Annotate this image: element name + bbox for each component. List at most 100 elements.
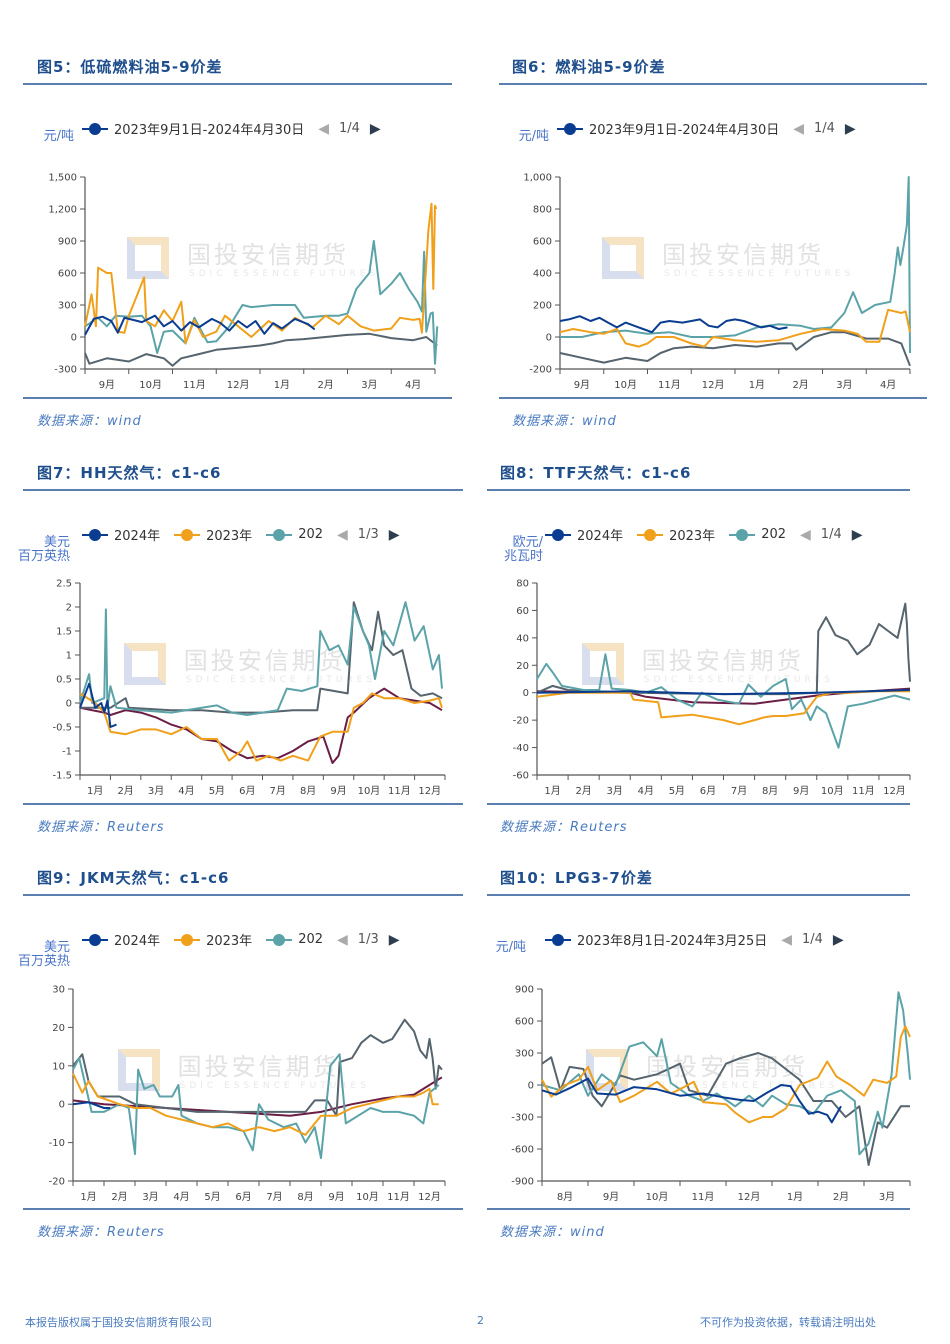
legend-next-icon[interactable]: ▶ [832, 931, 844, 948]
chart-legend: 2024年 2023年 202 ◀ 1/3 ▶ [82, 525, 400, 544]
legend-page: 1/4 [814, 121, 835, 136]
legend-label: 2023年 [206, 934, 253, 949]
legend-label: 2023年9月1日-2024年4月30日 [589, 123, 780, 138]
legend-item[interactable]: 2024年 [82, 930, 160, 949]
figure-title: 图9：JKM天然气：c1-c6 [37, 869, 230, 887]
y-tick-label: -0.5 [52, 723, 72, 734]
y-axis-unit: 元/吨 [495, 940, 526, 955]
legend-item[interactable]: 2023年9月1日-2024年4月30日 [82, 119, 304, 138]
y-tick-label: 60 [516, 606, 529, 617]
legend-prev-icon[interactable]: ◀ [793, 120, 804, 137]
figure-title: 图10：LPG3-7价差 [500, 869, 653, 887]
data-source: 数据来源：Reuters [37, 1225, 165, 1240]
legend-item[interactable]: 2024年 [545, 525, 623, 544]
unit-line: 美元 [44, 940, 71, 955]
x-tick-label: 12月 [227, 379, 250, 391]
y-tick-label: 1,200 [48, 205, 77, 216]
legend-next-icon[interactable]: ▶ [851, 526, 863, 543]
legend-item[interactable]: 2023年 [637, 525, 715, 544]
y-tick-label: 2.5 [56, 579, 72, 590]
figure-title: 图8：TTF天然气：c1-c6 [500, 464, 692, 482]
x-tick-label: 11月 [387, 1191, 410, 1203]
x-tick-label: 12月 [738, 1191, 761, 1203]
y-tick-label: -20 [49, 1177, 65, 1188]
title-divider [487, 489, 910, 491]
x-tick-label: 3月 [879, 1191, 895, 1203]
x-tick-label: 1月 [787, 1191, 803, 1203]
legend-label: 2024年 [577, 529, 624, 544]
legend-item[interactable]: 2023年9月1日-2024年4月30日 [557, 119, 779, 138]
watermark-logo-icon: SDIC ESSENCE FUTURES [189, 269, 380, 279]
series-line [80, 601, 443, 714]
x-tick-label: 7月 [270, 785, 286, 797]
legend-prev-icon[interactable]: ◀ [781, 931, 792, 948]
line-chart: -1.5 -1 -0.5 0 0.5 1 1.5 2 2.5 1月 2月 3月 4月 5月 6月 7月 8月 9月… [52, 579, 446, 797]
watermark-logo-icon [123, 643, 166, 685]
watermark-logo-icon [581, 643, 624, 685]
figure-title: 图6：燃料油5-9价差 [512, 58, 666, 76]
x-tick-label: 6月 [700, 785, 716, 797]
legend-prev-icon[interactable]: ◀ [337, 526, 348, 543]
series-line [72, 1053, 440, 1159]
footer-copyright: 本报告版权属于国投安信期货有限公司 [25, 1316, 212, 1329]
legend-item[interactable]: 202 [266, 932, 323, 947]
y-axis-unit: 美元 百万英热 [18, 536, 70, 564]
y-tick-label: 0 [523, 688, 529, 699]
x-tick-label: 8月 [762, 785, 778, 797]
x-tick-label: 4月 [173, 1191, 189, 1203]
y-tick-label: 40 [516, 633, 529, 644]
legend-item[interactable]: 2023年8月1日-2024年3月25日 [545, 930, 767, 949]
line-chart: -900 -600 -300 0 300 600 900 8月 9月 10月 11月 12月 1月 2月 3… [511, 985, 911, 1203]
x-tick-label: 8月 [557, 1191, 573, 1203]
line-chart: -200 0 200 400 600 800 1,000 9月 10月 11月 12月 1月 2月 3月 4… [523, 173, 911, 391]
x-tick-label: 1月 [274, 379, 290, 391]
x-tick-label: 8月 [297, 1191, 313, 1203]
legend-item[interactable]: 202 [729, 527, 786, 542]
unit-line: 百万英热 [18, 954, 71, 969]
legend-prev-icon[interactable]: ◀ [337, 931, 348, 948]
legend-label: 202 [761, 527, 787, 542]
y-tick-label: -300 [511, 1113, 534, 1124]
x-tick-label: 11月 [388, 785, 411, 797]
watermark-logo-icon: 国投安信期货 [641, 647, 804, 675]
legend-next-icon[interactable]: ▶ [369, 120, 381, 137]
x-tick-label: 9月 [603, 1191, 619, 1203]
x-tick-label: 2月 [575, 785, 591, 797]
legend-next-icon[interactable]: ▶ [388, 526, 400, 543]
legend-label: 2024年 [114, 529, 161, 544]
footer-disclaimer: 不可作为投资依据，转载请注明出处 [700, 1316, 876, 1329]
legend-item[interactable]: 2023年 [174, 525, 252, 544]
legend-prev-icon[interactable]: ◀ [318, 120, 329, 137]
legend-marker-icon [729, 528, 756, 541]
watermark-logo-icon: 国投安信期货 [187, 241, 349, 269]
watermark-logo-icon: 国投安信期货 [662, 241, 824, 269]
y-tick-label: 10 [52, 1061, 65, 1072]
x-tick-label: 10月 [356, 1191, 379, 1203]
legend-label: 202 [298, 527, 324, 542]
data-source: 数据来源：wind [512, 414, 617, 429]
line-chart: -60 -40 -20 0 20 40 60 80 1月 2月 3月 4月 5月 6月 7月 8月 9月 10月 1… [513, 579, 911, 797]
legend-label: 2023年9月1日-2024年4月30日 [114, 123, 305, 138]
legend-item[interactable]: 202 [266, 527, 323, 542]
series-line [559, 308, 911, 348]
x-tick-label: 11月 [692, 1191, 715, 1203]
series-line [79, 687, 443, 764]
legend-page: 1/4 [802, 932, 823, 947]
data-source: 数据来源：wind [500, 1225, 605, 1240]
y-tick-label: 0 [71, 333, 77, 344]
y-tick-label: -600 [511, 1145, 534, 1156]
x-tick-label: 9月 [574, 379, 590, 391]
x-tick-label: 1月 [87, 785, 103, 797]
x-tick-label: 2月 [833, 1191, 849, 1203]
legend-label: 202 [298, 932, 324, 947]
legend-prev-icon[interactable]: ◀ [800, 526, 811, 543]
legend-next-icon[interactable]: ▶ [388, 931, 400, 948]
legend-next-icon[interactable]: ▶ [844, 120, 856, 137]
legend-item[interactable]: 2023年 [174, 930, 252, 949]
legend-item[interactable]: 2024年 [82, 525, 160, 544]
y-tick-label: 200 [533, 301, 552, 312]
x-tick-label: 3月 [148, 785, 164, 797]
series-line [84, 314, 316, 336]
y-axis-unit: 欧元/兆瓦时 [503, 535, 543, 564]
x-tick-label: 12月 [418, 785, 441, 797]
